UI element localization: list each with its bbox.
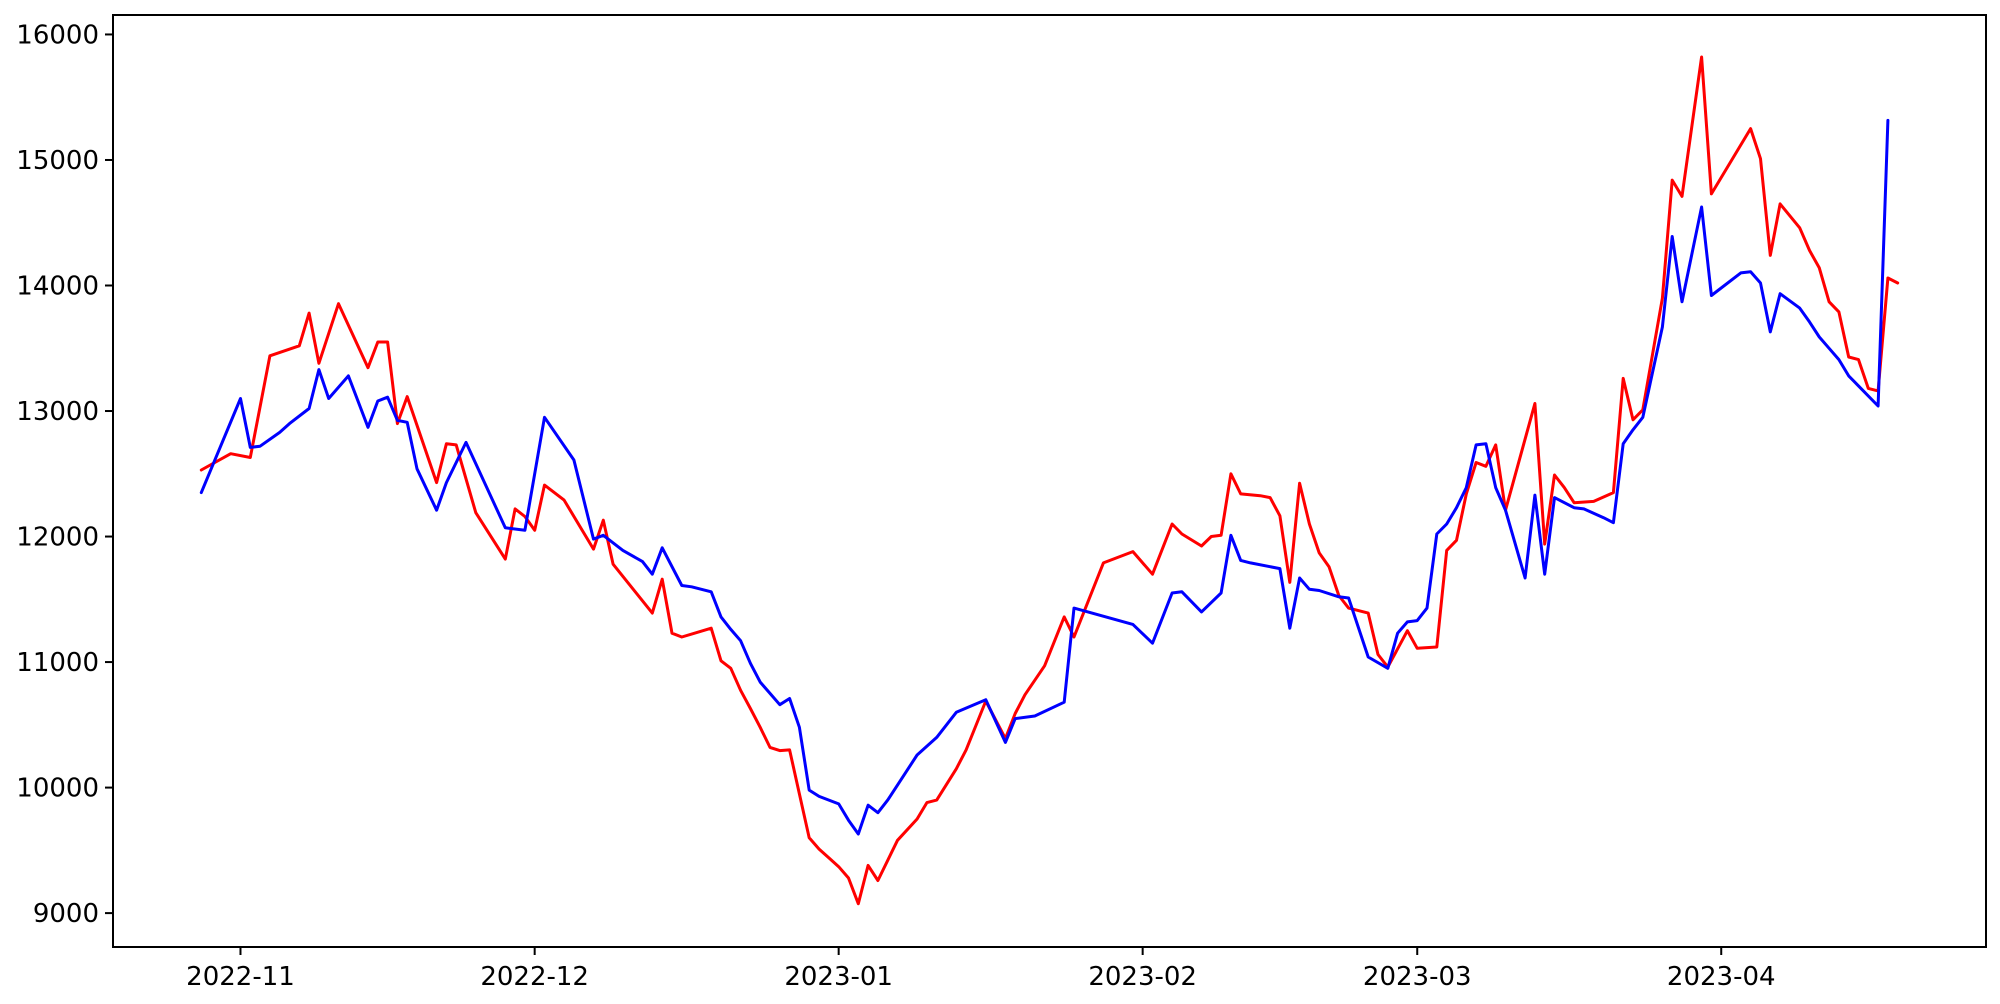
y-tick-label: 10000 [16,774,99,804]
y-tick-label: 9000 [33,899,99,929]
plot-frame [112,14,1987,948]
blue-series-line [199,118,1890,836]
y-tick-label: 16000 [16,20,99,50]
y-tick-label: 13000 [16,397,99,427]
y-axis-ticks: 9000 10000 11000 12000 13000 14000 15000 16000 [16,20,113,929]
y-tick-label: 15000 [16,146,99,176]
red-series-line [199,55,1900,906]
x-tick-label: 2023-01 [784,962,893,992]
x-tick-label: 2022-12 [480,962,589,992]
x-axis-ticks: 2022-11 2022-12 2023-01 2023-02 2023-03 2023-… [186,947,1776,992]
y-tick-label: 14000 [16,271,99,301]
series-lines [199,55,1900,906]
x-tick-label: 2023-04 [1667,962,1776,992]
x-tick-label: 2023-03 [1363,962,1472,992]
y-tick-label: 11000 [16,648,99,678]
y-tick-label: 12000 [16,523,99,553]
x-tick-label: 2022-11 [186,962,295,992]
x-tick-label: 2023-02 [1088,962,1197,992]
plot-border [112,14,1987,948]
